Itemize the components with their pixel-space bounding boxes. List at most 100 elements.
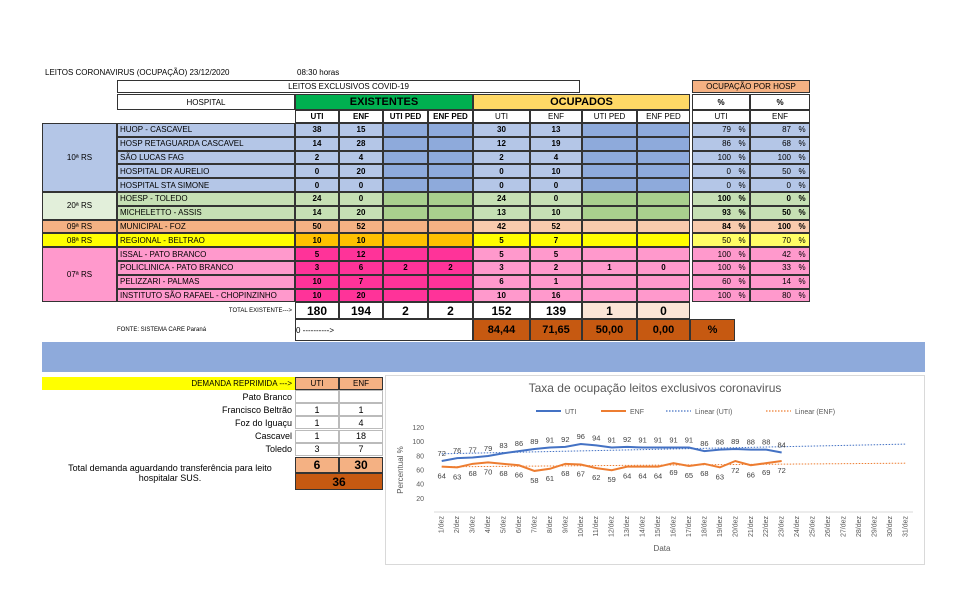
hospital-cell: SÃO LUCAS FAG [117, 150, 295, 165]
pct-cell: 14 [750, 274, 795, 289]
hospital-cell: HOSP RETAGUARDA CASCAVEL [117, 136, 295, 151]
pct-unit: % [795, 178, 810, 192]
existing-cell [383, 247, 428, 261]
pct-cell: 87 [750, 123, 795, 137]
pct-unit: % [795, 233, 810, 248]
x-tick-label: 27/dez [840, 516, 847, 538]
occupied-cell [637, 136, 690, 151]
data-label: 70 [484, 467, 492, 476]
pct-unit: % [735, 261, 750, 275]
occupied-cell [637, 205, 690, 220]
total-label: TOTAL EXISTENTE---> [117, 302, 295, 320]
occupied-cell: 3 [473, 261, 530, 275]
legend-label: Linear (UTI) [695, 409, 732, 416]
occupied-cell [637, 233, 690, 248]
x-axis-label: Data [654, 544, 671, 553]
occupied-cell: 42 [473, 219, 530, 234]
occupied-cell [582, 233, 637, 248]
occupied-cell: 0 [530, 192, 582, 206]
header-cell: % [750, 94, 810, 110]
existing-cell [383, 164, 428, 179]
data-label: 68 [499, 469, 507, 478]
pct-cell: 93 [692, 205, 735, 220]
x-tick-label: 1/dez [439, 516, 446, 534]
data-label: 91 [654, 436, 662, 445]
demand-value: 18 [339, 429, 383, 443]
series-line [441, 459, 782, 472]
x-tick-label: 5/dez [501, 516, 508, 534]
pct-unit: % [795, 205, 810, 220]
demand-value: 3 [295, 442, 339, 456]
data-label: 91 [638, 436, 646, 445]
series-line [441, 442, 782, 462]
total-occupied: 152 [473, 302, 530, 320]
occupied-cell: 2 [530, 261, 582, 275]
occupied-cell [582, 205, 637, 220]
existing-cell: 38 [295, 123, 339, 137]
data-label: 86 [515, 439, 523, 448]
demand-value: 1 [295, 403, 339, 417]
x-tick-label: 7/dez [531, 516, 538, 534]
subheader-cell: UTI [295, 110, 339, 123]
existing-cell [428, 150, 473, 165]
pct-unit: % [795, 261, 810, 275]
existing-cell [428, 288, 473, 303]
pct-unit: % [795, 274, 810, 289]
hospital-cell: HOSPITAL DR AURELIO [117, 164, 295, 179]
total-occupied: 1 [582, 302, 637, 320]
hospital-cell: HOSPITAL STA SIMONE [117, 178, 295, 192]
x-tick-label: 21/dez [748, 516, 755, 538]
x-tick-label: 6/dez [516, 516, 523, 534]
data-label: 96 [577, 432, 585, 441]
x-tick-label: 14/dez [640, 516, 647, 538]
legend-label: ENF [630, 409, 644, 416]
pct-cell: 100 [692, 150, 735, 165]
pct-unit: % [735, 164, 750, 179]
hospital-cell: MICHELETTO - ASSIS [117, 205, 295, 220]
occupied-cell [637, 247, 690, 261]
data-label: 88 [747, 438, 755, 447]
rate-cell: 50,00 [582, 319, 637, 342]
pct-cell: 84 [692, 219, 735, 234]
x-tick-label: 16/dez [671, 516, 678, 538]
data-label: 83 [499, 441, 507, 450]
occupied-cell [637, 164, 690, 179]
legend-label: Linear (ENF) [795, 409, 835, 416]
occupied-cell [637, 274, 690, 289]
data-label: 86 [700, 439, 708, 448]
subheader-cell: UTI [692, 110, 750, 123]
data-label: 66 [747, 470, 755, 479]
rate-cell: 71,65 [530, 319, 582, 342]
city: Toledo [42, 442, 295, 456]
hospital-cell: POLICLINICA - PATO BRANCO [117, 261, 295, 275]
x-tick-label: 29/dez [871, 516, 878, 538]
pct-unit: % [735, 150, 750, 165]
demand-total-label: Total demanda aguardando transferência p… [55, 458, 285, 488]
pct-unit: % [735, 178, 750, 192]
pct-unit: % [735, 219, 750, 234]
trendline [441, 443, 906, 455]
existing-cell [383, 219, 428, 234]
occupied-cell [582, 136, 637, 151]
data-label: 59 [608, 475, 616, 484]
existing-cell: 10 [295, 233, 339, 248]
pct-cell: 33 [750, 261, 795, 275]
pct-unit: % [735, 192, 750, 206]
pct-cell: 100 [750, 150, 795, 165]
existing-cell: 52 [339, 219, 383, 234]
x-tick-label: 3/dez [470, 516, 477, 534]
existing-cell: 20 [339, 164, 383, 179]
x-tick-label: 12/dez [609, 516, 616, 538]
occupied-cell [582, 247, 637, 261]
data-label: 68 [700, 469, 708, 478]
occupied-cell: 5 [473, 233, 530, 248]
existing-cell [383, 178, 428, 192]
occupancy-title: OCUPAÇÃO POR HOSP [692, 80, 810, 93]
data-label: 92 [561, 435, 569, 444]
existing-cell: 50 [295, 219, 339, 234]
data-label: 76 [453, 446, 461, 455]
pct-cell: 50 [692, 233, 735, 248]
pct-cell: 100 [692, 261, 735, 275]
data-label: 64 [638, 472, 646, 481]
data-label: 91 [685, 436, 693, 445]
